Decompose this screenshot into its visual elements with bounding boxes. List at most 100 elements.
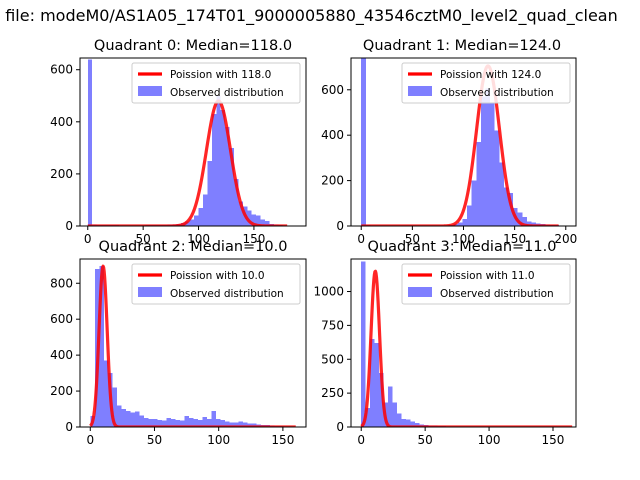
histogram-bar: [485, 88, 491, 226]
y-tick-label: 0: [65, 219, 73, 233]
figure-suptitle: n file: modeM0/AS1A05_174T01_9000005880_…: [0, 6, 640, 28]
histogram-bar: [166, 418, 172, 427]
chart-title: Quadrant 3: Median=11.0: [368, 239, 557, 255]
histogram-bar: [198, 207, 203, 226]
histogram-bar: [471, 180, 477, 226]
axes-frame: [79, 57, 307, 227]
x-tick-label: 200: [554, 232, 577, 246]
histogram-bar: [503, 187, 509, 226]
y-tick-label: 400: [50, 348, 73, 362]
histogram-bar: [480, 96, 486, 226]
histogram-bar: [139, 415, 145, 427]
histogram-bar: [401, 418, 406, 427]
histogram-bar: [265, 220, 270, 226]
y-tick-label: 750: [321, 318, 344, 332]
poisson-curve-group: [86, 99, 289, 226]
histogram-bar: [216, 418, 221, 427]
histogram-bar: [457, 222, 463, 226]
histogram-bar: [361, 261, 366, 427]
histogram-bar: [397, 413, 402, 427]
histogram-bar: [238, 421, 244, 427]
x-tick-label: 50: [418, 433, 433, 447]
y-tick-label: 200: [321, 174, 344, 188]
x-tick-label: 150: [242, 232, 265, 246]
histogram-bar: [476, 142, 481, 226]
histogram-bar: [365, 408, 371, 427]
histogram-bar: [202, 417, 208, 427]
quadrant-3-axes: 0 50 100 150 0 250 500 750 1000 Quadrant 3: Media…: [313, 239, 577, 447]
histogram-bar: [251, 214, 257, 226]
histogram-bar: [494, 130, 500, 226]
histogram-bar: [392, 402, 398, 427]
legend-box: [401, 62, 571, 104]
y-tick-label: 600: [50, 312, 73, 326]
legend-label-poisson: Poission with 118.0: [170, 69, 271, 81]
histogram-bar: [220, 110, 226, 226]
histogram-bar: [467, 205, 472, 226]
legend-label-observed: Observed distribution: [170, 87, 284, 99]
y-tick-label: 800: [50, 276, 73, 290]
legend-label-poisson: Poission with 10.0: [170, 270, 265, 282]
legend-label-poisson: Poission with 124.0: [440, 69, 541, 81]
histogram-bar: [414, 422, 420, 427]
histogram-bar: [374, 343, 380, 427]
y-tick-label: 0: [336, 420, 344, 434]
histogram-bar: [517, 212, 523, 226]
histogram-bar: [499, 162, 504, 226]
x-tick-label: 50: [147, 433, 162, 447]
poisson-curve: [360, 64, 560, 226]
histogram-bar: [370, 338, 375, 427]
histogram-bar: [405, 419, 411, 427]
histogram-bar: [388, 386, 393, 427]
x-tick-label: 100: [187, 232, 210, 246]
x-tick-label: 100: [207, 433, 230, 447]
histogram-bar: [361, 58, 366, 226]
x-tick-label: 150: [271, 433, 294, 447]
x-tick-label: 150: [503, 232, 526, 246]
quadrant-2-axes: 0 50 100 150 0 200 400 600 800 Quadrant 2: Median…: [50, 239, 307, 447]
histogram-bar: [531, 222, 537, 226]
histogram-bar: [202, 194, 208, 226]
y-tick-label: 500: [321, 352, 344, 366]
histogram-bar: [522, 216, 527, 226]
legend-box: [131, 263, 301, 305]
histogram-bar: [216, 95, 221, 226]
histogram-bar: [194, 215, 199, 226]
histogram-bar: [243, 422, 248, 427]
y-tick-label: 0: [65, 420, 73, 434]
histogram-bar: [247, 210, 252, 226]
x-tick-label: 150: [542, 433, 565, 447]
histogram-bar: [126, 410, 131, 427]
histogram-bar: [211, 114, 217, 226]
histogram-bar: [144, 418, 149, 427]
histogram-bar: [526, 221, 532, 226]
legend: Poission with 11.0 Observed distribution: [401, 263, 571, 305]
legend-patch-swatch: [138, 287, 162, 297]
axes-frame: [350, 258, 577, 428]
histogram-bar: [490, 103, 495, 226]
y-tick-label: 250: [321, 386, 344, 400]
legend: Poission with 10.0 Observed distribution: [131, 263, 301, 305]
quadrant-1-axes: 0 50 100 150 200 0 200 400 600 Quadrant 1: Median…: [321, 38, 577, 246]
y-tick-label: 200: [50, 167, 73, 181]
y-tick-label: 600: [50, 63, 73, 77]
x-tick-label: 0: [357, 433, 365, 447]
x-tick-label: 100: [478, 433, 501, 447]
x-tick-label: 0: [357, 232, 365, 246]
histogram-bar: [379, 372, 384, 427]
histogram-bar: [185, 221, 190, 226]
histogram-bar: [207, 418, 212, 427]
legend-label-poisson: Poission with 11.0: [440, 270, 535, 282]
histogram-bar: [238, 201, 243, 226]
x-tick-label: 0: [84, 232, 92, 246]
histogram-bar: [175, 419, 181, 427]
histogram-bar: [234, 422, 239, 427]
y-tick-label: 0: [336, 219, 344, 233]
chart-title: Quadrant 2: Median=10.0: [99, 239, 288, 255]
y-tick-label: 600: [321, 83, 344, 97]
histogram-bar: [148, 418, 154, 427]
histogram-bar: [171, 418, 176, 427]
y-tick-label: 400: [321, 128, 344, 142]
